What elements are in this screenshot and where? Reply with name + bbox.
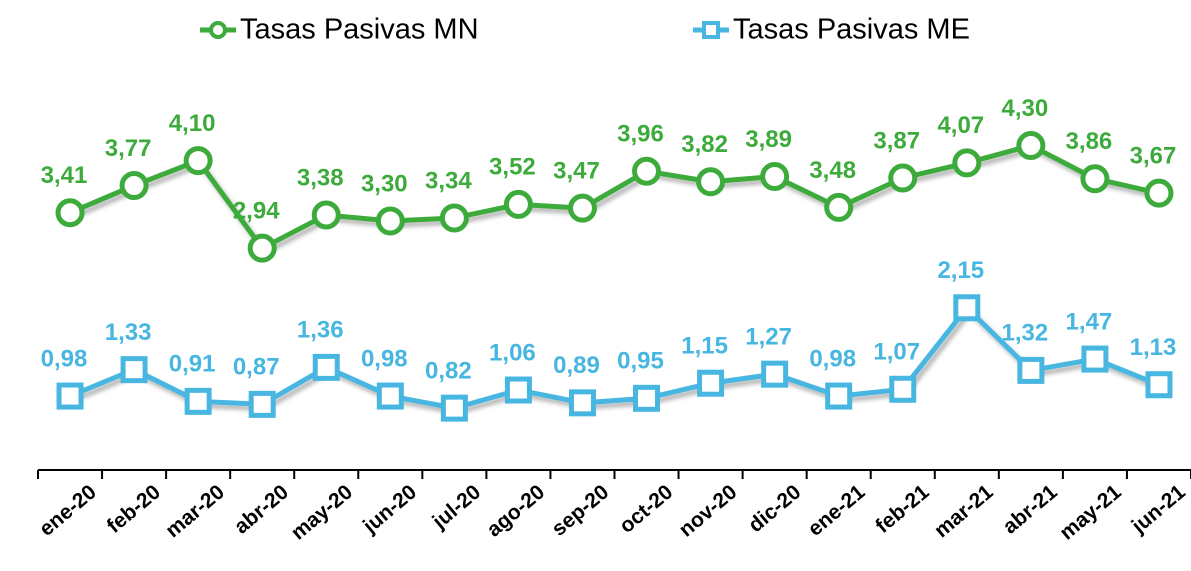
data-label: 2,94 [233,198,280,225]
data-label: 1,47 [1066,308,1113,335]
marker [1017,356,1045,384]
marker [1016,131,1046,161]
marker [1080,164,1110,194]
data-label: 0,98 [41,345,88,372]
data-label: 3,67 [1130,142,1177,169]
data-label: 3,52 [489,154,536,181]
data-label: 4,30 [1002,95,1049,122]
x-tick-label: ene-20 [35,480,101,540]
data-label: 3,38 [297,164,344,191]
marker [889,375,917,403]
marker [119,171,149,201]
marker [504,376,532,404]
marker [55,198,85,228]
x-tick-label: ene-21 [804,480,870,541]
data-label: 3,89 [745,126,792,153]
marker [183,146,213,176]
data-label: 3,82 [681,131,728,158]
marker [439,203,469,233]
data-label: 3,96 [617,121,664,148]
marker [1145,371,1173,399]
data-label: 3,77 [105,135,152,162]
marker [761,360,789,388]
legend-label: Tasas Pasivas ME [733,14,970,46]
marker [952,148,982,178]
data-label: 1,32 [1002,320,1049,347]
x-tick-label: jul-20 [428,480,486,534]
data-label: 1,07 [873,339,920,366]
data-label: 3,30 [361,170,408,197]
data-label: 3,47 [553,158,600,185]
x-tick-label: abr-21 [999,480,1062,538]
data-label: 3,87 [873,127,920,154]
data-label: 0,91 [169,351,216,378]
x-tick-label: oct-20 [615,480,677,537]
marker [1144,178,1174,208]
data-label: 1,06 [489,339,536,366]
marker [248,390,276,418]
data-label: 3,48 [809,157,856,184]
marker [824,192,854,222]
x-tick-label: jun-20 [358,480,421,538]
x-tick-label: dic-20 [744,480,805,537]
data-label: 0,95 [617,348,664,375]
data-label: 3,41 [41,162,88,189]
data-label: 2,15 [937,257,984,284]
marker [375,206,405,236]
data-label: 0,98 [809,345,856,372]
marker [760,161,790,191]
marker [247,233,277,263]
legend-marker [702,21,720,39]
x-tick-label: jun-21 [1127,480,1190,538]
marker [953,294,981,322]
data-label: 0,87 [233,354,280,381]
marker [312,353,340,381]
legend-label: Tasas Pasivas MN [240,14,479,46]
legend-marker [209,21,227,39]
marker [568,389,596,417]
x-tick-label: mar-20 [161,480,229,542]
x-tick-label: feb-21 [871,480,933,538]
marker [440,394,468,422]
marker [1081,345,1109,373]
x-tick-label: may-21 [1055,480,1125,544]
data-label: 0,82 [425,357,472,384]
data-label: 0,98 [361,345,408,372]
data-label: 3,34 [425,167,472,194]
marker [376,382,404,410]
marker [184,387,212,415]
data-label: 4,07 [937,112,984,139]
data-label: 1,33 [105,319,152,346]
marker [311,200,341,230]
x-tick-label: ago-20 [483,480,550,541]
data-label: 3,86 [1066,128,1113,155]
data-label: 1,36 [297,317,344,344]
x-tick-label: abr-20 [230,480,293,538]
x-tick-label: feb-20 [103,480,165,537]
data-label: 1,27 [745,324,792,351]
marker [696,167,726,197]
marker [503,189,533,219]
x-tick-label: sep-20 [547,480,613,540]
data-label: 4,10 [169,110,216,137]
series: 3,41 3,77 4,10 2,94 3,38 3,30 3,34 3,52 3,47 3,96… [41,95,1177,263]
x-tick-label: mar-21 [930,480,998,542]
data-label: 1,15 [681,333,728,360]
marker [633,384,661,412]
marker [567,193,597,223]
data-label: 0,89 [553,352,600,379]
series: 0,98 1,33 0,91 0,87 1,36 0,98 0,82 1,06 0,89 0,95… [41,257,1177,422]
marker [120,356,148,384]
marker [697,369,725,397]
marker [825,382,853,410]
x-tick-label: nov-20 [675,480,742,541]
x-tick-label: may-20 [287,480,357,544]
marker [56,382,84,410]
marker [888,163,918,193]
data-label: 1,13 [1130,334,1177,361]
marker [632,156,662,186]
